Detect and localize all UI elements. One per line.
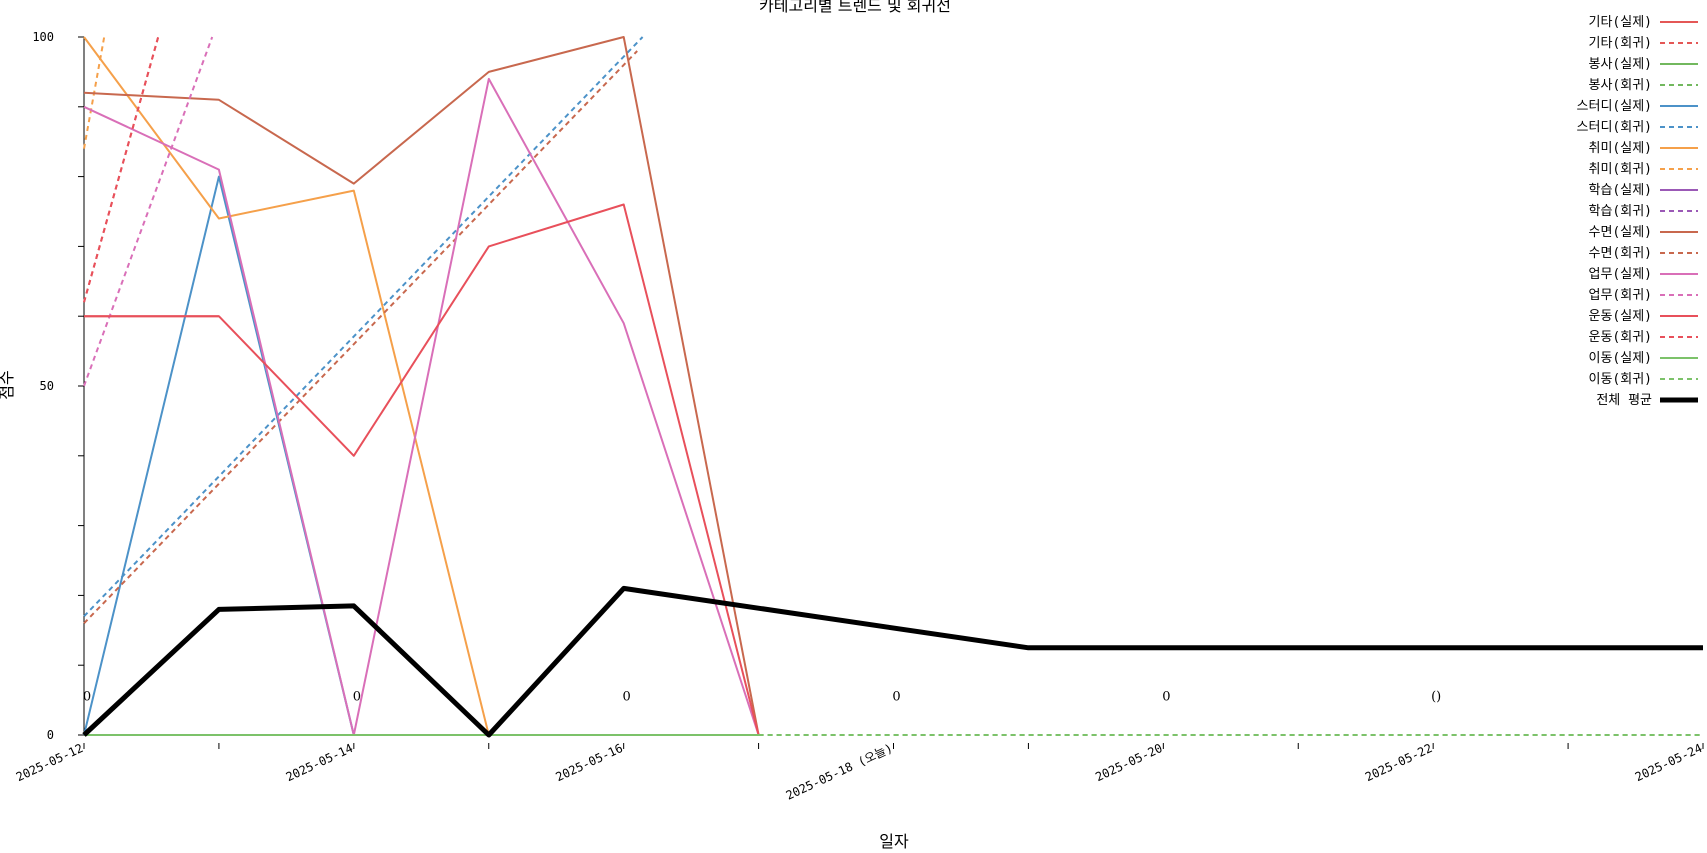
x-tick-label: 2025-05-18 (오늘)	[784, 741, 895, 803]
legend-label: 수면(회귀)	[1589, 246, 1653, 261]
data-annotation: 0	[892, 690, 900, 705]
data-annotation: 0	[623, 690, 631, 705]
y-axis-label: 점수	[0, 370, 16, 399]
legend-label: 운동(실제)	[1589, 309, 1653, 324]
x-tick-label: 2025-05-24	[1633, 741, 1704, 784]
x-axis-label: 일자	[879, 832, 909, 851]
legend-label: 기타(실제)	[1589, 15, 1653, 30]
chart-title: 카테고리별 트렌드 및 회귀선	[759, 0, 951, 15]
series-line-운동-회귀-	[83, 36, 160, 303]
x-tick-label: 2025-05-22	[1363, 741, 1434, 784]
series-line-운동-실제-	[84, 203, 760, 736]
series-line-수면-회귀-	[83, 50, 638, 624]
legend-label: 취미(회귀)	[1589, 162, 1653, 177]
series-line-스터디-회귀-	[83, 36, 644, 617]
series-line-스터디-실제-	[83, 175, 355, 736]
data-annotation: 0	[353, 690, 361, 705]
legend-label: 이동(실제)	[1589, 351, 1653, 366]
x-tick-label: 2025-05-12	[14, 741, 85, 784]
legend: 기타(실제) 기타(회귀) 봉사(실제) 봉사(회귀) 스터디(실제) 스터디(회귀) 취미…	[1577, 15, 1698, 408]
legend-label: 수면(실제)	[1589, 225, 1653, 240]
legend-label: 기타(회귀)	[1589, 36, 1653, 51]
legend-label: 봉사(회귀)	[1589, 78, 1653, 93]
plot-area: 0 50 100 2025-05-12 2025-05-14 2025-05-16 2025…	[14, 30, 1704, 803]
y-tick-label: 50	[40, 379, 54, 393]
legend-label: 이동(회귀)	[1589, 372, 1653, 387]
series-line-업무-회귀-	[83, 36, 214, 387]
series-line-전체-평균	[82, 585, 1703, 738]
data-annotation: ()	[1431, 690, 1441, 705]
series-line-취미-실제-	[83, 36, 490, 736]
legend-label: 학습(회귀)	[1589, 204, 1653, 219]
legend-label: 학습(실제)	[1589, 183, 1653, 198]
data-annotation: 0	[1162, 690, 1170, 705]
legend-label: 봉사(실제)	[1589, 57, 1653, 72]
x-tick-label: 2025-05-16	[554, 741, 625, 784]
legend-label: 스터디(회귀)	[1577, 120, 1652, 135]
data-annotation: 0	[83, 690, 91, 705]
legend-label: 업무(회귀)	[1589, 288, 1653, 303]
legend-label: 운동(회귀)	[1589, 330, 1653, 345]
series-line-업무-실제-	[83, 77, 760, 736]
y-tick-label: 100	[32, 30, 54, 44]
legend-label: 스터디(실제)	[1577, 99, 1652, 114]
y-tick-label: 0	[47, 728, 54, 742]
legend-label: 전체 평균	[1596, 393, 1652, 408]
series-line-수면-실제-	[83, 36, 760, 736]
x-tick-label: 2025-05-20	[1093, 741, 1164, 784]
x-tick-label: 2025-05-14	[284, 741, 355, 784]
legend-label: 업무(실제)	[1589, 267, 1653, 282]
legend-label: 취미(실제)	[1589, 141, 1653, 156]
